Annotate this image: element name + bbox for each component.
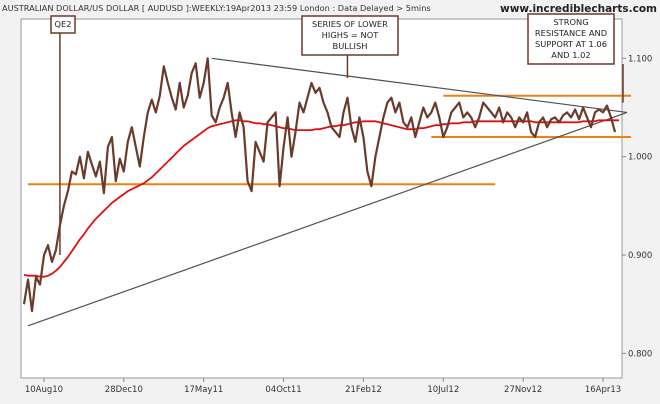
y-tick-label: 0.800 <box>628 349 652 359</box>
annotation-box <box>301 15 399 56</box>
x-tick-label: 28Dec10 <box>105 385 143 395</box>
x-tick-label: 10Jul12 <box>427 385 459 395</box>
y-tick-label: 0.900 <box>628 251 652 261</box>
x-tick-label: 21Feb12 <box>345 385 382 395</box>
x-tick-label: 16Apr13 <box>585 385 621 395</box>
moving-average-series-line <box>23 119 619 278</box>
rising-support-trendline <box>27 111 628 327</box>
annotation-text: SUPPORT AT 1.06 <box>535 39 607 49</box>
annotation-text: QE2 <box>54 19 71 29</box>
x-tick-label: 04Oct11 <box>265 385 301 395</box>
annotation-text: HIGHS = NOT <box>322 30 380 40</box>
x-tick-label: 17May11 <box>184 385 223 395</box>
annotation-box <box>50 15 76 34</box>
y-tick-label: 1.100 <box>628 54 652 64</box>
price-series-line <box>22 57 617 313</box>
qe2-annotation: QE2 <box>50 15 76 256</box>
plot-area <box>20 18 623 379</box>
x-tick-label: 27Nov12 <box>504 385 542 395</box>
lower-highs-trendline <box>211 57 628 114</box>
annotation-text: SERIES OF LOWER <box>312 19 388 29</box>
site-url[interactable]: www.incrediblecharts.com <box>500 3 657 15</box>
x-tick-label: 10Aug10 <box>25 385 63 395</box>
annotation-text: BULLISH <box>333 41 368 51</box>
y-tick-label: 1.000 <box>628 153 652 163</box>
annotation-text: RESISTANCE AND <box>535 28 607 38</box>
annotation-text: STRONG <box>553 17 588 27</box>
annotation-text: AND 1.02 <box>551 50 590 60</box>
annotation-box <box>527 13 615 65</box>
chart-title: AUSTRALIAN DOLLAR/US DOLLAR [ AUDUSD ]:W… <box>2 3 431 13</box>
